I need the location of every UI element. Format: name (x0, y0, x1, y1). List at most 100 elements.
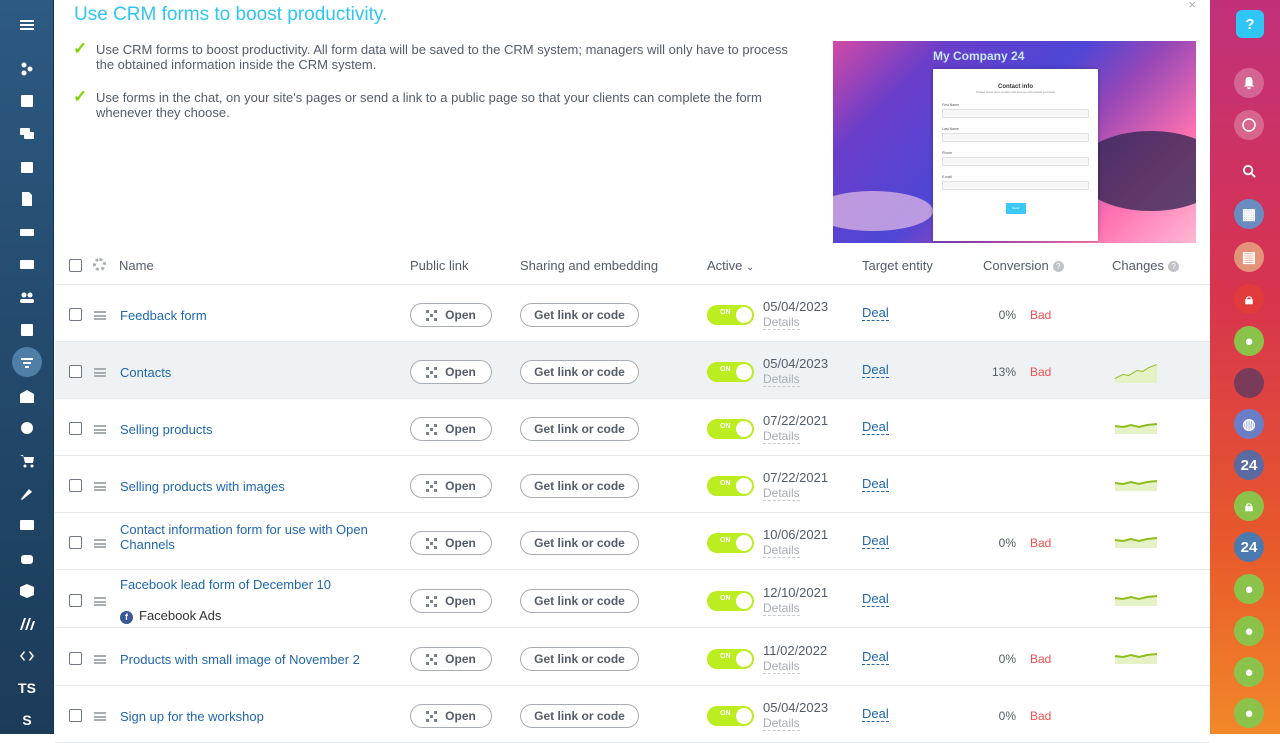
get-link-button[interactable]: Get link or code (520, 303, 639, 327)
get-link-button[interactable]: Get link or code (520, 360, 639, 384)
gear-icon[interactable] (93, 258, 106, 271)
store-icon[interactable] (14, 383, 40, 409)
form-name-link[interactable]: Feedback form (120, 308, 390, 323)
column-sharing[interactable]: Sharing and embedding (520, 258, 658, 273)
row-checkbox[interactable] (69, 709, 82, 722)
group-chat-avatar[interactable]: ◍ (1234, 409, 1264, 439)
row-checkbox[interactable] (69, 536, 82, 549)
select-all-checkbox[interactable] (69, 259, 82, 272)
drive-icon[interactable] (14, 219, 40, 245)
b24-blue-avatar[interactable]: 24 (1234, 532, 1264, 562)
details-link[interactable]: Details (763, 659, 800, 674)
form-name-link[interactable]: Selling products (120, 422, 390, 437)
box-icon[interactable] (14, 578, 40, 604)
form-name-link[interactable]: Facebook lead form of December 10 (120, 577, 390, 592)
chat-icon[interactable] (14, 121, 40, 147)
team-avatar[interactable]: ● (1234, 574, 1264, 604)
active-toggle[interactable]: ON (707, 649, 754, 669)
target-entity-link[interactable]: Deal (862, 363, 889, 378)
active-toggle[interactable]: ON (707, 591, 754, 611)
row-checkbox[interactable] (69, 594, 82, 607)
row-checkbox[interactable] (69, 308, 82, 321)
get-link-button[interactable]: Get link or code (520, 647, 639, 671)
active-toggle[interactable]: ON (707, 533, 754, 553)
calendar-avatar[interactable]: ▦ (1234, 199, 1264, 229)
target-entity-link[interactable]: Deal (862, 306, 889, 321)
row-checkbox[interactable] (69, 422, 82, 435)
open-public-link-button[interactable]: Open (410, 474, 492, 498)
sidebar-item-ts[interactable]: TS (14, 675, 40, 701)
column-public-link[interactable]: Public link (410, 258, 469, 273)
card-avatar[interactable]: ▤ (1234, 242, 1264, 272)
photo-avatar[interactable] (1234, 368, 1264, 398)
target-entity-link[interactable]: Deal (862, 534, 889, 549)
get-link-button[interactable]: Get link or code (520, 417, 639, 441)
menu-icon[interactable] (14, 12, 40, 38)
target-entity-link[interactable]: Deal (862, 477, 889, 492)
target-entity-link[interactable]: Deal (862, 420, 889, 435)
form-name-link[interactable]: Sign up for the workshop (120, 709, 390, 724)
close-icon[interactable]: × (1188, 0, 1196, 12)
robot-icon[interactable] (14, 545, 40, 571)
user-avatar[interactable]: ● (1234, 326, 1264, 356)
chat-bubble-icon[interactable] (1234, 110, 1264, 140)
form-name-link[interactable]: Products with small image of November 2 (120, 652, 390, 667)
open-public-link-button[interactable]: Open (410, 531, 492, 555)
target-entity-link[interactable]: Deal (862, 707, 889, 722)
details-link[interactable]: Details (763, 315, 800, 330)
get-link-button[interactable]: Get link or code (520, 531, 639, 555)
target-entity-link[interactable]: Deal (862, 592, 889, 607)
drag-handle-icon[interactable] (94, 311, 106, 320)
sidebar-item-s[interactable]: S (14, 707, 40, 733)
get-link-button[interactable]: Get link or code (520, 474, 639, 498)
active-toggle[interactable]: ON (707, 419, 754, 439)
details-link[interactable]: Details (763, 429, 800, 444)
column-target[interactable]: Target entity (862, 258, 933, 273)
drag-handle-icon[interactable] (94, 539, 106, 548)
details-link[interactable]: Details (763, 486, 800, 501)
team-avatar[interactable]: ● (1234, 657, 1264, 687)
get-link-button[interactable]: Get link or code (520, 589, 639, 613)
team-avatar[interactable]: ● (1234, 616, 1264, 646)
drag-handle-icon[interactable] (94, 368, 106, 377)
drag-handle-icon[interactable] (94, 655, 106, 664)
help-icon[interactable]: ? (1236, 10, 1264, 38)
document-icon[interactable] (14, 186, 40, 212)
b24-avatar[interactable]: 24 (1234, 450, 1264, 480)
column-changes[interactable]: Changes? (1112, 258, 1179, 273)
row-checkbox[interactable] (69, 479, 82, 492)
cart-icon[interactable] (14, 448, 40, 474)
drag-handle-icon[interactable] (94, 712, 106, 721)
help-icon[interactable]: ? (1168, 261, 1179, 272)
open-public-link-button[interactable]: Open (410, 647, 492, 671)
mail-icon[interactable] (14, 251, 40, 277)
details-link[interactable]: Details (763, 716, 800, 731)
form-name-link[interactable]: Contacts (120, 365, 390, 380)
crm-funnel-icon[interactable] (12, 347, 42, 377)
open-public-link-button[interactable]: Open (410, 704, 492, 728)
bell-icon[interactable] (1234, 68, 1264, 98)
details-link[interactable]: Details (763, 601, 800, 616)
details-link[interactable]: Details (763, 543, 800, 558)
active-toggle[interactable]: ON (707, 305, 754, 325)
column-active[interactable]: Active ⌄ (707, 258, 754, 273)
row-checkbox[interactable] (69, 652, 82, 665)
active-toggle[interactable]: ON (707, 362, 754, 382)
details-link[interactable]: Details (763, 372, 800, 387)
row-checkbox[interactable] (69, 365, 82, 378)
active-toggle[interactable]: ON (707, 706, 754, 726)
lock-green-avatar[interactable]: 🔒︎ (1234, 491, 1264, 521)
contact-card-icon[interactable] (14, 512, 40, 538)
form-name-link[interactable]: Contact information form for use with Op… (120, 522, 390, 552)
open-public-link-button[interactable]: Open (410, 303, 492, 327)
drag-handle-icon[interactable] (94, 597, 106, 606)
get-link-button[interactable]: Get link or code (520, 704, 639, 728)
target-entity-link[interactable]: Deal (862, 650, 889, 665)
team-avatar[interactable]: ● (1234, 698, 1264, 728)
search-icon[interactable] (1234, 156, 1264, 186)
target-icon[interactable] (14, 415, 40, 441)
calendar-icon[interactable] (14, 154, 40, 180)
sign-icon[interactable] (14, 480, 40, 506)
form-name-link[interactable]: Selling products with images (120, 479, 390, 494)
drag-handle-icon[interactable] (94, 482, 106, 491)
